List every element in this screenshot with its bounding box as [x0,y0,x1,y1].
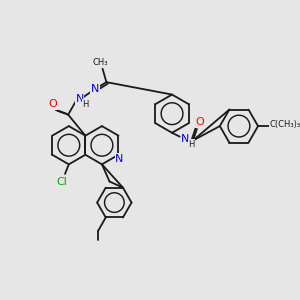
Text: CH₃: CH₃ [93,58,108,67]
Text: O: O [49,99,57,109]
Text: C(CH₃)₃: C(CH₃)₃ [269,120,300,129]
Text: N: N [75,94,84,104]
Text: H: H [82,100,88,109]
Text: H: H [188,140,194,149]
Text: O: O [195,117,204,127]
Text: N: N [115,154,124,164]
Text: N: N [181,134,190,143]
Text: N: N [91,84,99,94]
Text: Cl: Cl [57,176,68,187]
